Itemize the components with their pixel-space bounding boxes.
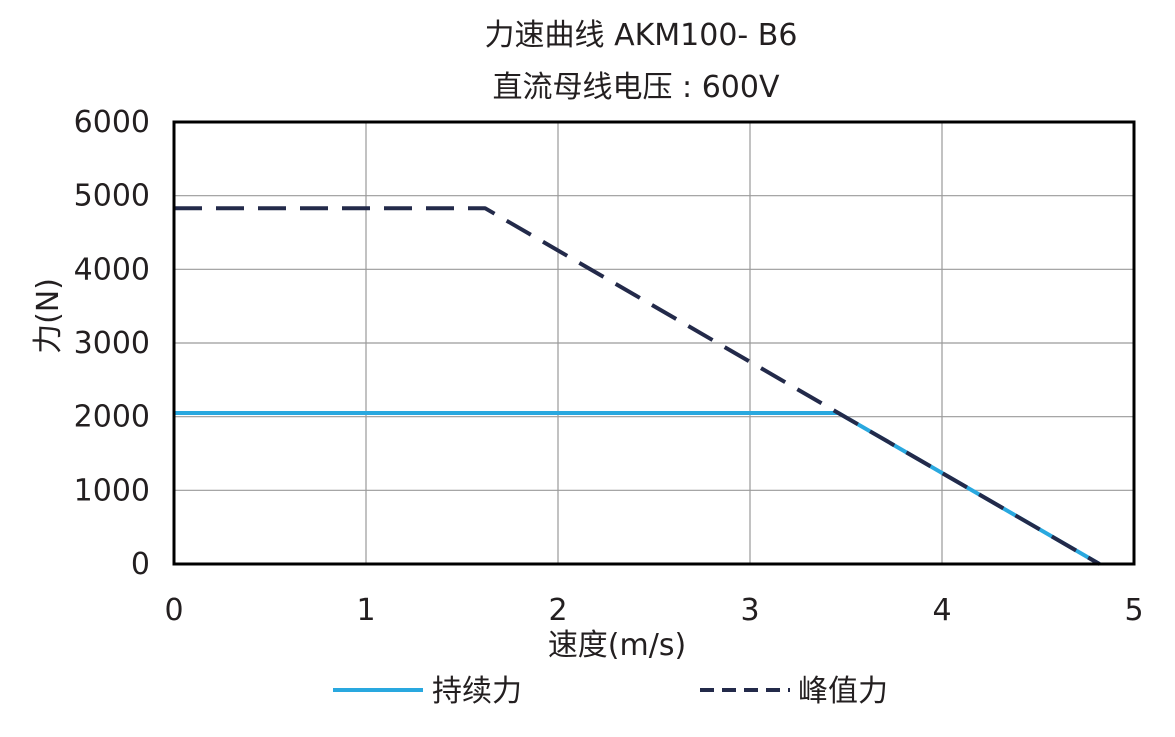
legend-peak-label: 峰值力 <box>798 674 888 709</box>
y-axis-ticks: 0 1000 2000 3000 4000 5000 6000 <box>74 105 150 582</box>
x-tick-label: 5 <box>1124 593 1143 628</box>
y-tick-label: 5000 <box>74 179 150 214</box>
x-tick-label: 3 <box>740 593 759 628</box>
y-tick-label: 2000 <box>74 400 150 435</box>
x-tick-label: 1 <box>356 593 375 628</box>
y-tick-label: 4000 <box>74 252 150 287</box>
legend: 持续力 峰值力 <box>333 674 888 709</box>
series-layer <box>174 206 1101 566</box>
y-tick-label: 0 <box>131 547 150 582</box>
x-axis-label: 速度(m/s) <box>548 628 686 663</box>
x-tick-label: 2 <box>548 593 567 628</box>
legend-continuous-label: 持续力 <box>432 674 522 709</box>
y-tick-label: 1000 <box>74 473 150 508</box>
y-tick-label: 3000 <box>74 326 150 361</box>
y-axis-label: 力(N) <box>31 278 66 354</box>
y-tick-label: 6000 <box>74 105 150 140</box>
x-tick-label: 4 <box>932 593 951 628</box>
peak-force-line <box>174 206 1101 566</box>
x-tick-label: 0 <box>164 593 183 628</box>
plot-frame <box>172 120 1136 566</box>
x-axis-ticks: 0 1 2 3 4 5 <box>164 593 1143 628</box>
chart-subtitle: 直流母线电压 : 600V <box>493 70 780 105</box>
chart-title: 力速曲线 AKM100- B6 <box>485 18 798 53</box>
